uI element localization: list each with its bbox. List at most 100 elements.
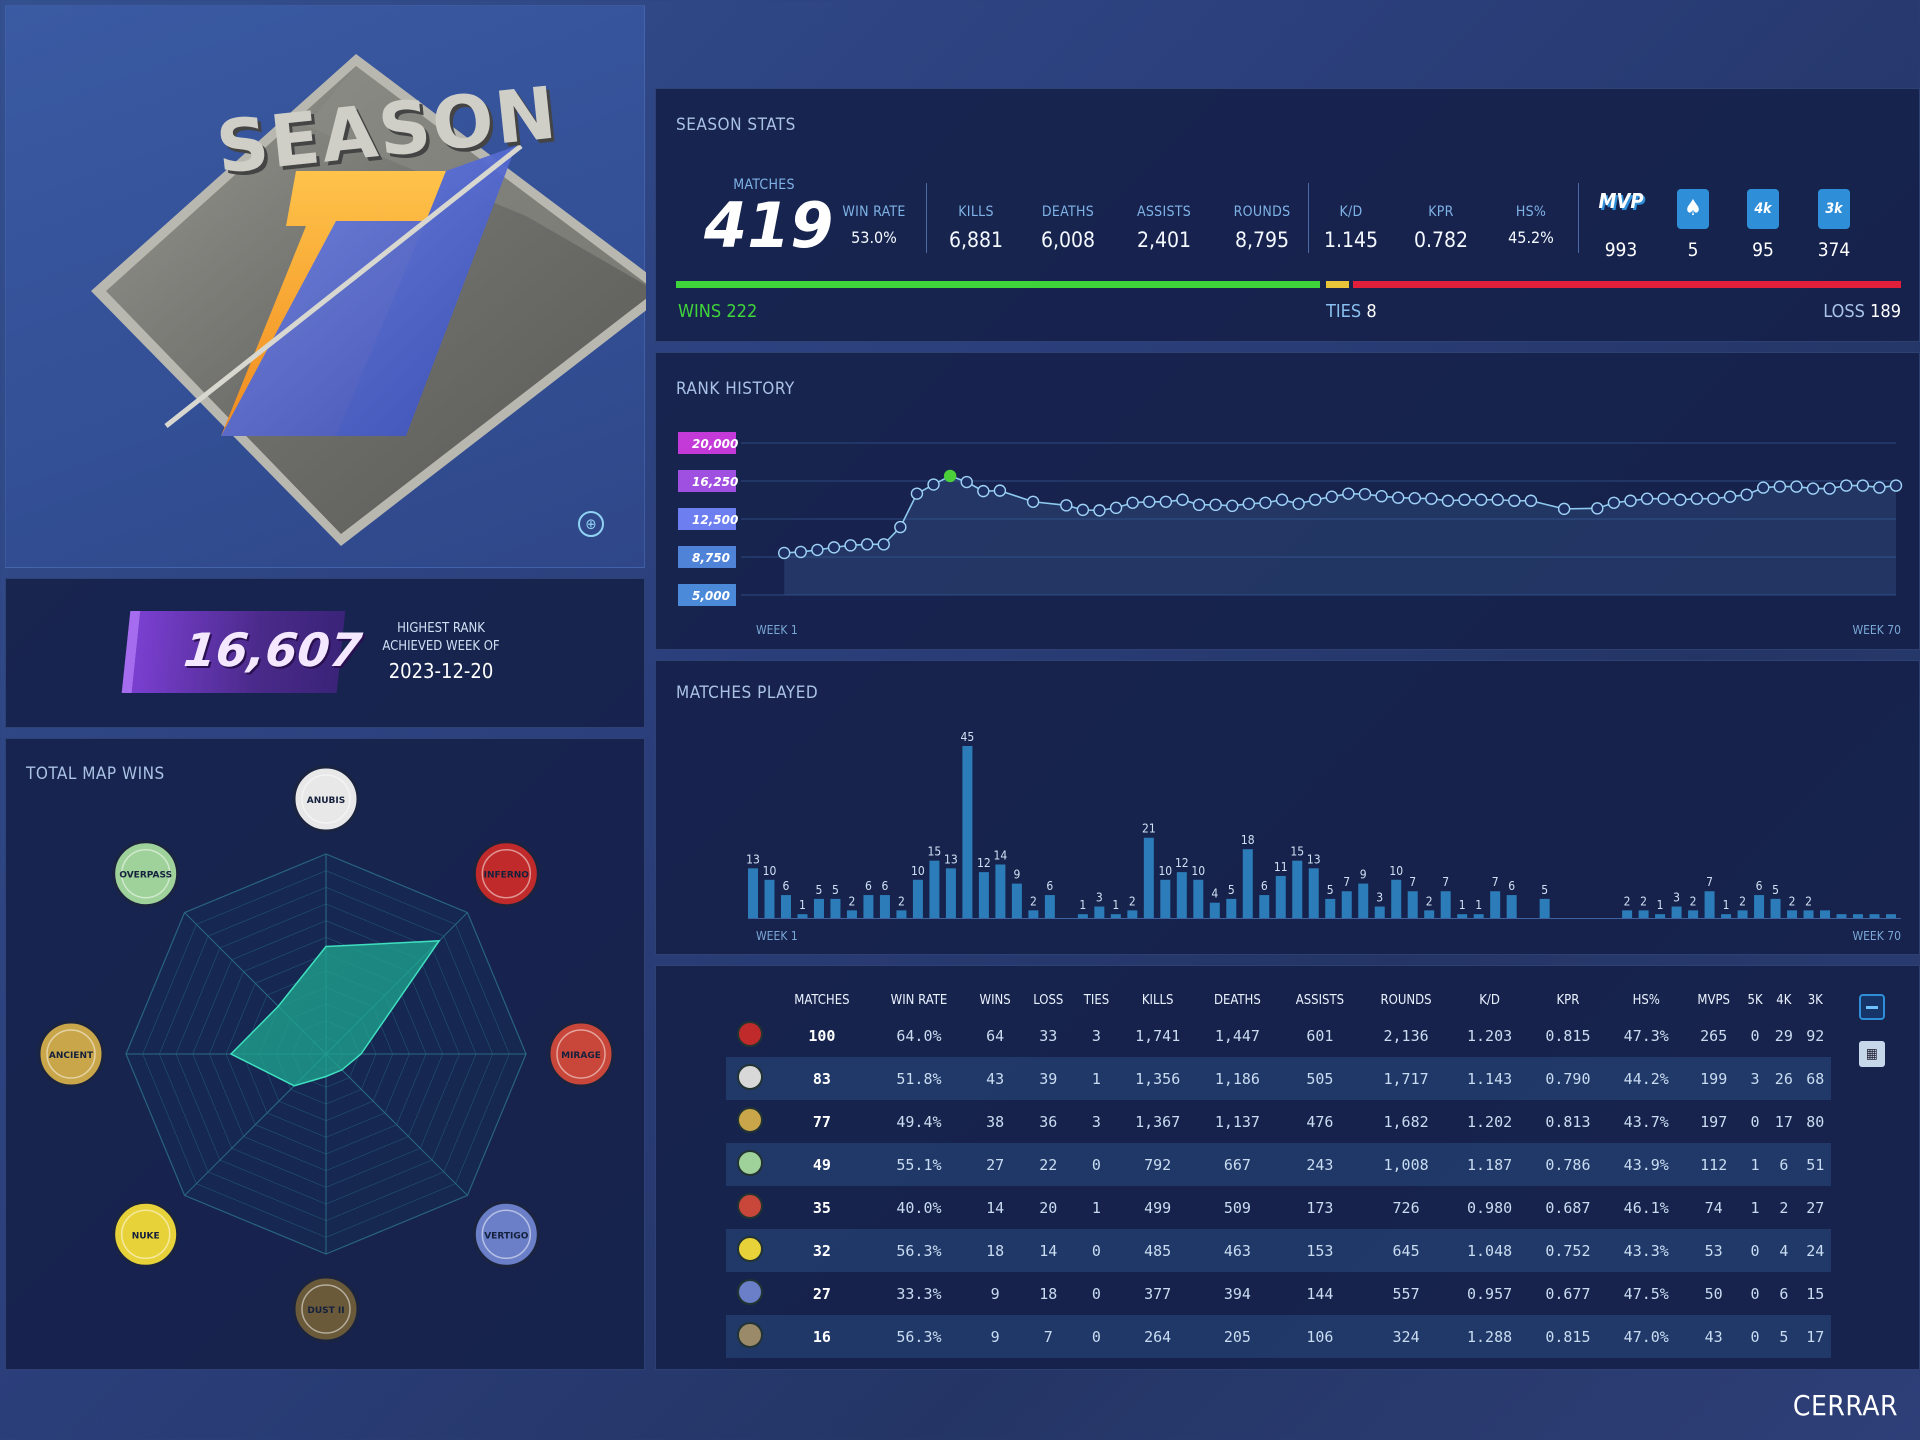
table-cell: 601 [1306,1026,1334,1045]
rank-point [1690,492,1704,505]
winrate-stat: WIN RATE 53.0% [834,204,914,247]
table-header-cell: TIES [1083,992,1110,1008]
table-cell: 3 [1091,1112,1101,1131]
matches-bar-label: 10 [1191,864,1205,878]
map-icon-cell [726,1315,774,1358]
table-cell: 6 [1779,1284,1789,1303]
winrate-value: 53.0% [851,228,897,247]
nuke-icon [737,1235,763,1262]
rank-point [1143,495,1156,508]
rank-point [1076,503,1090,517]
table-cell: 106 [1277,1315,1362,1358]
table-view-icon[interactable]: ▦ [1859,1041,1885,1067]
matches-bar-label: 1 [1112,898,1119,912]
matches-bar [1374,906,1385,918]
rank-point [844,539,857,552]
table-header-cell: K/D [1479,992,1500,1008]
table-row[interactable]: 83 51.8% 43 39 1 1,356 1,186 505 1,717 1.143 0.790… [726,1057,1831,1100]
table-cell: 33.3% [896,1284,942,1303]
table-cell: 0.815 [1528,1315,1608,1358]
matches-bar [1209,902,1220,918]
table-cell: 17 [1774,1112,1793,1131]
rank-point [811,543,824,557]
table-row[interactable]: 27 33.3% 9 18 0 377 394 144 557 0.957 0.677 47.5% 50… [726,1272,1831,1315]
collapse-view-icon[interactable] [1859,994,1885,1020]
map-icon-cell [726,1272,774,1315]
table-cell: 667 [1196,1143,1278,1186]
table-cell: 0 [1074,1143,1119,1186]
rank-point [1060,499,1073,512]
matches-played-x-start: WEEK 1 [756,929,798,943]
table-cell: 0.957 [1466,1284,1513,1303]
table-row[interactable]: 77 49.4% 38 36 3 1,367 1,137 476 1,682 1.202 0.813… [726,1100,1831,1143]
table-cell: 83 [774,1057,870,1100]
table-cell: 324 [1361,1315,1451,1358]
table-cell: 243 [1277,1143,1362,1186]
matches-bar [1242,849,1253,918]
rounds-stat: ROUNDS 8,795 [1222,204,1302,252]
rank-tick-label: 12,500 [692,513,738,527]
table-row[interactable]: 100 64.0% 64 33 3 1,741 1,447 601 2,136 1.203 0.81… [726,1014,1831,1057]
assists-label: ASSISTS [1136,204,1192,220]
table-header-cell: KPR [1556,992,1580,1008]
matches-bar-label: 7 [1442,875,1449,889]
table-cell: 16 [774,1315,870,1358]
table-cell: 0.786 [1528,1143,1608,1186]
matches-bar [813,898,824,918]
table-cell: 80 [1806,1112,1825,1131]
matches-bar [896,910,907,918]
matches-bar-label: 2 [1690,894,1697,908]
rank-point [1358,487,1372,501]
matches-bar [1308,868,1319,918]
rank-point [1226,499,1239,513]
3k-icon: 3k [1818,189,1850,229]
table-row[interactable]: 16 56.3% 9 7 0 264 205 106 324 1.288 0.815 47.0% 43 0… [726,1315,1831,1358]
map-emblem-mirage: MIRAGE [547,1020,615,1088]
wins-label: WINS [678,301,722,322]
wins-bar-segment [676,281,1320,288]
matches-bar-label: 21 [1142,822,1156,836]
table-row[interactable]: 49 55.1% 27 22 0 792 667 243 1,008 1.187 0.786 43.9… [726,1143,1831,1186]
map-icon-cell [726,1186,774,1229]
table-cell: 18 [968,1229,1023,1272]
matches-bar-label: 6 [865,879,872,893]
matches-bar-label: 6 [1508,879,1515,893]
table-cell: 51 [1799,1143,1831,1186]
rounds-value: 8,795 [1234,228,1290,252]
table-row[interactable]: 35 40.0% 14 20 1 499 509 173 726 0.980 0.687 46.1% 7… [726,1186,1831,1229]
matches-bar [1457,914,1468,918]
rank-tick-badge [678,546,736,568]
rank-point [1607,496,1621,509]
table-cell: 0 [1750,1284,1760,1303]
rank-point [1375,489,1388,503]
rank-point [1524,494,1538,507]
4k-value: 95 [1752,239,1774,261]
table-cell: 0 [1074,1229,1119,1272]
wins-value: 222 [726,301,758,322]
matches-bar-label: 7 [1492,875,1499,889]
winrate-label: WIN RATE [842,204,906,220]
rank-point [910,487,924,500]
matches-bar [1193,879,1204,918]
matches-bar [1077,914,1088,918]
matches-bar [1803,910,1814,918]
table-cell: 15 [1806,1284,1825,1303]
table-cell: 485 [1118,1229,1197,1272]
matches-bar-label: 7 [1706,875,1713,889]
matches-bar-label: 6 [783,879,790,893]
table-cell: 792 [1118,1143,1197,1186]
matches-bar [1275,875,1286,918]
table-row[interactable]: 32 56.3% 18 14 0 485 463 153 645 1.048 0.752 43.3% 5… [726,1229,1831,1272]
map-stats-table: MATCHES WIN RATE WINS LOSS TIES KILLS DEATHS AS… [726,986,1831,1358]
rank-point [960,475,973,489]
table-cell: 0 [1074,1315,1119,1358]
close-button[interactable]: CERRAR [1792,1389,1898,1422]
matches-bar-label: 1 [1657,898,1664,912]
rank-tick-label: 16,250 [692,475,738,489]
zoom-icon[interactable]: ⊕ [578,511,604,537]
matches-bar [1490,891,1501,918]
matches-bar [780,895,791,918]
matches-bar-label: 13 [1307,852,1321,866]
matches-bar [748,868,758,918]
loss-value: 189 [1870,301,1901,322]
